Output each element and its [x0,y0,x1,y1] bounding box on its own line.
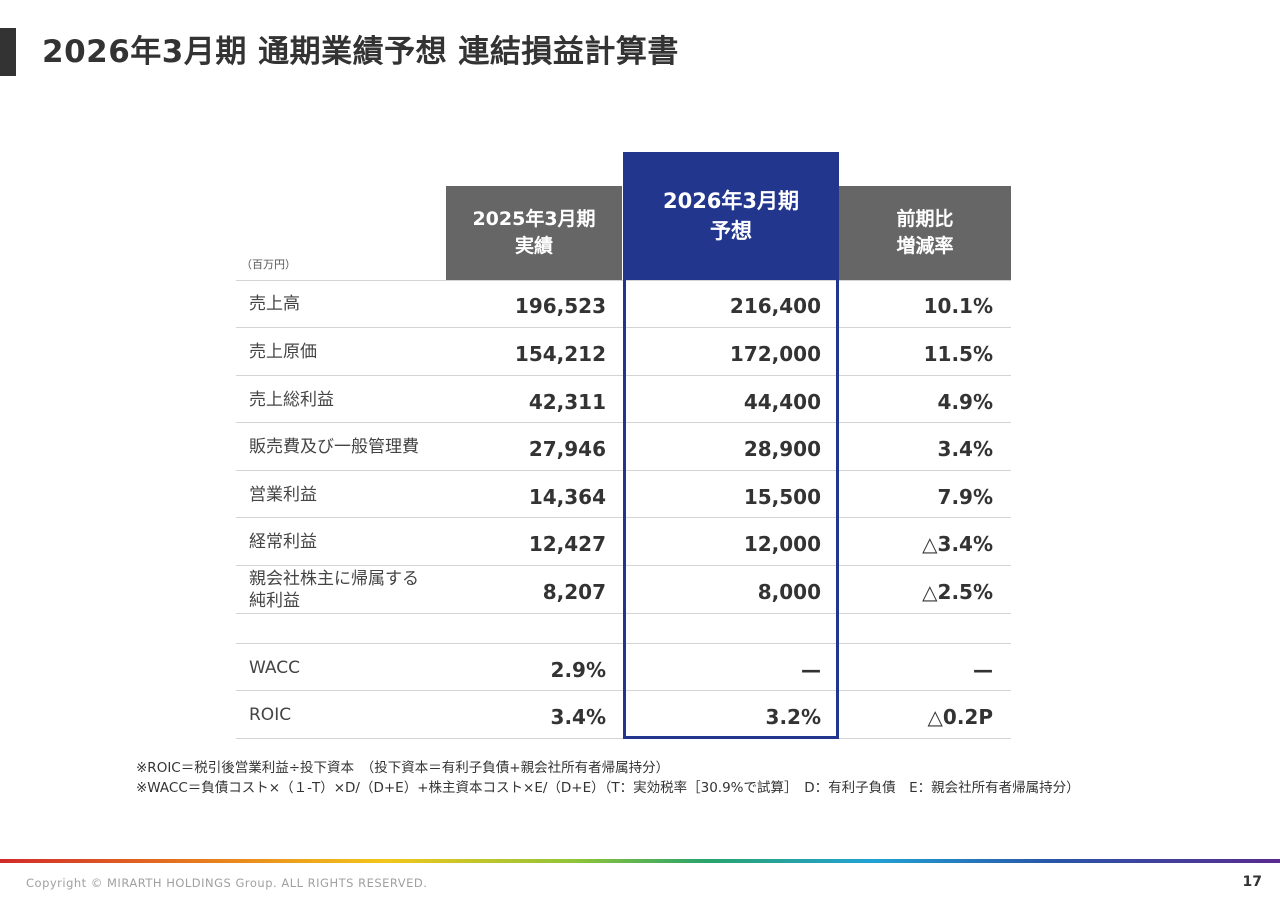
row-label: 売上原価 [249,329,317,375]
table-row: 売上総利益 42,311 44,400 4.9% [236,377,1011,423]
cell-yoy: — [973,657,993,682]
row-label-line: 売上高 [249,294,300,314]
row-label: 親会社株主に帰属する 純利益 [249,567,419,613]
table-row: ROIC 3.4% 3.2% △0.2P [236,692,1011,739]
cell-yoy: △2.5% [922,580,993,604]
cell-yoy: △3.4% [922,532,993,556]
row-label: 売上高 [249,281,300,327]
row-label: WACC [249,645,300,690]
cell-prev: 196,523 [514,294,606,318]
column-header-prev-actual: 2025年3月期 実績 [446,186,622,280]
cell-forecast: 8,000 [757,580,821,604]
footer-rainbow-rule [0,859,1280,863]
row-label-line: 純利益 [249,591,300,611]
row-label: 営業利益 [249,472,317,517]
column-header-line: 2026年3月期 [662,189,800,213]
cell-prev: 2.9% [550,657,606,682]
copyright-text: Copyright © MIRARTH HOLDINGS Group. ALL … [26,876,428,890]
column-header-line: 前期比 [896,208,954,230]
page-number: 17 [1242,874,1262,890]
row-label: ROIC [249,692,291,738]
cell-yoy: 11.5% [923,342,993,366]
cell-prev: 8,207 [542,580,606,604]
row-label-line: 親会社株主に帰属する [249,569,419,589]
cell-prev: 12,427 [528,532,606,556]
cell-yoy: 4.9% [937,389,993,414]
cell-forecast: 15,500 [743,484,821,509]
row-label: 販売費及び一般管理費 [249,424,419,470]
column-header-line: 2025年3月期 [472,208,596,230]
cell-forecast: 172,000 [729,342,821,366]
page-title: 2026年3月期 通期業績予想 連結損益計算書 [42,34,679,70]
footnote-roic: ※ROIC＝税引後営業利益÷投下資本 （投下資本＝有利子負債+親会社所有者帰属持… [136,760,670,776]
title-accent-bar [0,28,16,76]
column-header-yoy: 前期比 増減率 [839,186,1011,280]
cell-prev: 154,212 [514,342,606,366]
cell-yoy: 10.1% [923,294,993,318]
row-label: 経常利益 [249,519,317,565]
unit-label: （百万円） [241,258,296,271]
row-label-line: 営業利益 [249,484,317,505]
row-label-line: 経常利益 [249,532,317,552]
table-row: 売上高 196,523 216,400 10.1% [236,281,1011,328]
column-header-line: 予想 [710,219,752,243]
column-header-forecast: 2026年3月期 予想 [623,152,839,280]
footnotes: ※ROIC＝税引後営業利益÷投下資本 （投下資本＝有利子負債+親会社所有者帰属持… [136,758,1080,798]
cell-forecast: 28,900 [743,437,821,461]
table-row: 親会社株主に帰属する 純利益 8,207 8,000 △2.5% [236,567,1011,614]
cell-forecast: 12,000 [743,532,821,556]
column-header-line: 実績 [514,235,553,257]
cell-prev: 27,946 [528,437,606,461]
row-label: 売上総利益 [249,377,334,422]
row-label-line: 売上原価 [249,342,317,362]
table-row-spacer [236,615,1011,644]
column-header-line: 増減率 [896,235,954,257]
table-row: 経常利益 12,427 12,000 △3.4% [236,519,1011,566]
cell-forecast: 44,400 [743,389,821,414]
row-label-line: WACC [249,657,300,678]
row-label-line: 販売費及び一般管理費 [249,437,419,457]
table-row: 営業利益 14,364 15,500 7.9% [236,472,1011,518]
cell-yoy: 7.9% [937,484,993,509]
cell-prev: 14,364 [528,484,606,509]
table-row: WACC 2.9% — — [236,645,1011,691]
cell-yoy: △0.2P [927,705,993,729]
table-row: 売上原価 154,212 172,000 11.5% [236,329,1011,376]
cell-prev: 3.4% [550,705,606,729]
footnote-wacc: ※WACC＝負債コスト×（１-T）×D/（D+E）+株主資本コスト×E/（D+E… [136,780,1080,796]
cell-forecast: 3.2% [765,705,821,729]
table-row: 販売費及び一般管理費 27,946 28,900 3.4% [236,424,1011,471]
row-label-line: 売上総利益 [249,389,334,410]
cell-forecast: 216,400 [729,294,821,318]
cell-prev: 42,311 [528,389,606,414]
cell-yoy: 3.4% [937,437,993,461]
row-label-line: ROIC [249,705,292,725]
cell-forecast: — [801,657,821,682]
